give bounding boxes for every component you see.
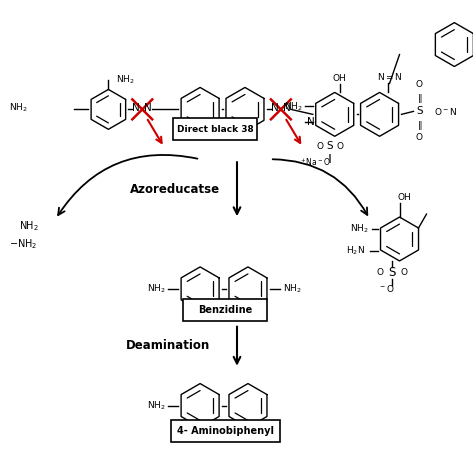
Text: $^-$O: $^-$O (378, 283, 395, 294)
Text: NH$_2$: NH$_2$ (283, 283, 301, 295)
Text: H$_2$N: H$_2$N (346, 245, 365, 257)
Text: $^+$Na$^-$O: $^+$Na$^-$O (299, 156, 330, 168)
Text: NH$_2$: NH$_2$ (116, 73, 135, 86)
Text: O: O (400, 268, 407, 277)
Text: NH$_2$: NH$_2$ (350, 223, 369, 235)
Text: N: N (132, 103, 140, 113)
Text: Direct black 38: Direct black 38 (177, 125, 254, 134)
Text: O$^-$N: O$^-$N (434, 106, 457, 117)
Text: N: N (145, 103, 152, 113)
Text: N$=$N: N$=$N (377, 71, 402, 82)
Text: Deamination: Deamination (126, 339, 210, 352)
Text: $\|$: $\|$ (327, 152, 332, 165)
Text: Benzidine: Benzidine (198, 305, 252, 315)
Text: O: O (416, 133, 423, 142)
Text: NH$_2$: NH$_2$ (147, 283, 165, 295)
Text: $\|$: $\|$ (417, 119, 422, 132)
Text: $\|$: $\|$ (417, 92, 422, 105)
FancyBboxPatch shape (173, 118, 257, 140)
Text: OH: OH (398, 192, 411, 201)
Text: OH: OH (333, 74, 346, 83)
Text: 4- Aminobiphenyl: 4- Aminobiphenyl (177, 427, 274, 437)
Text: N: N (283, 103, 291, 113)
Text: N: N (271, 103, 279, 113)
Text: N: N (307, 118, 315, 128)
Text: O: O (316, 142, 323, 151)
Text: S: S (327, 141, 333, 151)
Text: $-$NH$_2$: $-$NH$_2$ (9, 237, 37, 251)
Text: O: O (376, 268, 383, 277)
Text: O: O (336, 142, 343, 151)
Text: O: O (416, 80, 423, 89)
Text: NH$_2$: NH$_2$ (147, 399, 165, 412)
Text: NH$_2$: NH$_2$ (18, 219, 38, 233)
Text: NH$_2$: NH$_2$ (283, 100, 302, 113)
Text: Azoreducatse: Azoreducatse (130, 182, 220, 196)
Text: S: S (416, 106, 423, 117)
Text: S: S (388, 266, 395, 279)
Text: NH$_2$: NH$_2$ (9, 101, 27, 114)
FancyBboxPatch shape (171, 420, 280, 442)
FancyBboxPatch shape (183, 299, 267, 321)
